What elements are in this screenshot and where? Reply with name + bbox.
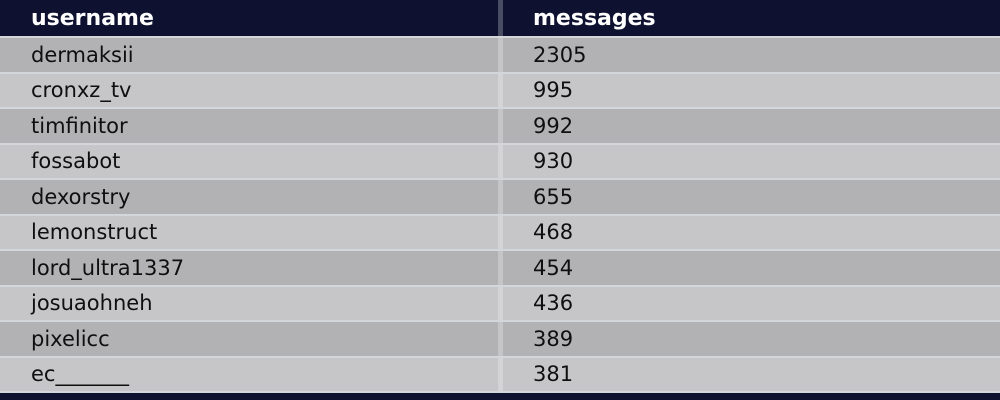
table-row: fossabot 930 — [0, 144, 1000, 180]
table-row: lemonstruct 468 — [0, 215, 1000, 251]
table-row: ec_______ 381 — [0, 357, 1000, 393]
username-cell: timfinitor — [0, 109, 503, 143]
table-row: cronxz_tv 995 — [0, 73, 1000, 109]
messages-cell: 389 — [533, 326, 574, 351]
username-cell: dexorstry — [0, 180, 503, 214]
messages-cell: 454 — [533, 255, 574, 280]
username-cell: pixelicc — [0, 322, 503, 356]
username-cell: dermaksii — [0, 38, 503, 72]
username-cell: fossabot — [0, 144, 503, 178]
messages-cell: 992 — [533, 113, 574, 138]
table-row: dermaksii 2305 — [0, 38, 1000, 74]
messages-cell: 436 — [533, 291, 574, 316]
table-row: pixelicc 389 — [0, 322, 1000, 358]
table-row: timfinitor 992 — [0, 109, 1000, 145]
table-header-row: username messages — [0, 0, 1000, 38]
table-row: lord_ultra1337 454 — [0, 251, 1000, 287]
next-table-header-edge — [0, 393, 1000, 400]
username-cell: lemonstruct — [0, 215, 503, 249]
messages-cell: 655 — [533, 184, 574, 209]
table-body: dermaksii 2305 cronxz_tv 995 timfinitor … — [0, 38, 1000, 393]
username-cell: lord_ultra1337 — [0, 251, 503, 285]
column-header-username: username — [0, 0, 503, 36]
messages-cell: 381 — [533, 362, 574, 387]
username-cell: cronxz_tv — [0, 73, 503, 107]
messages-cell: 468 — [533, 220, 574, 245]
column-header-messages: messages — [533, 5, 656, 31]
messages-cell: 2305 — [533, 42, 587, 67]
table-row: dexorstry 655 — [0, 180, 1000, 216]
username-cell: josuaohneh — [0, 286, 503, 320]
table-row: josuaohneh 436 — [0, 286, 1000, 322]
username-cell: ec_______ — [0, 357, 503, 391]
messages-cell: 930 — [533, 149, 574, 174]
messages-cell: 995 — [533, 78, 574, 103]
